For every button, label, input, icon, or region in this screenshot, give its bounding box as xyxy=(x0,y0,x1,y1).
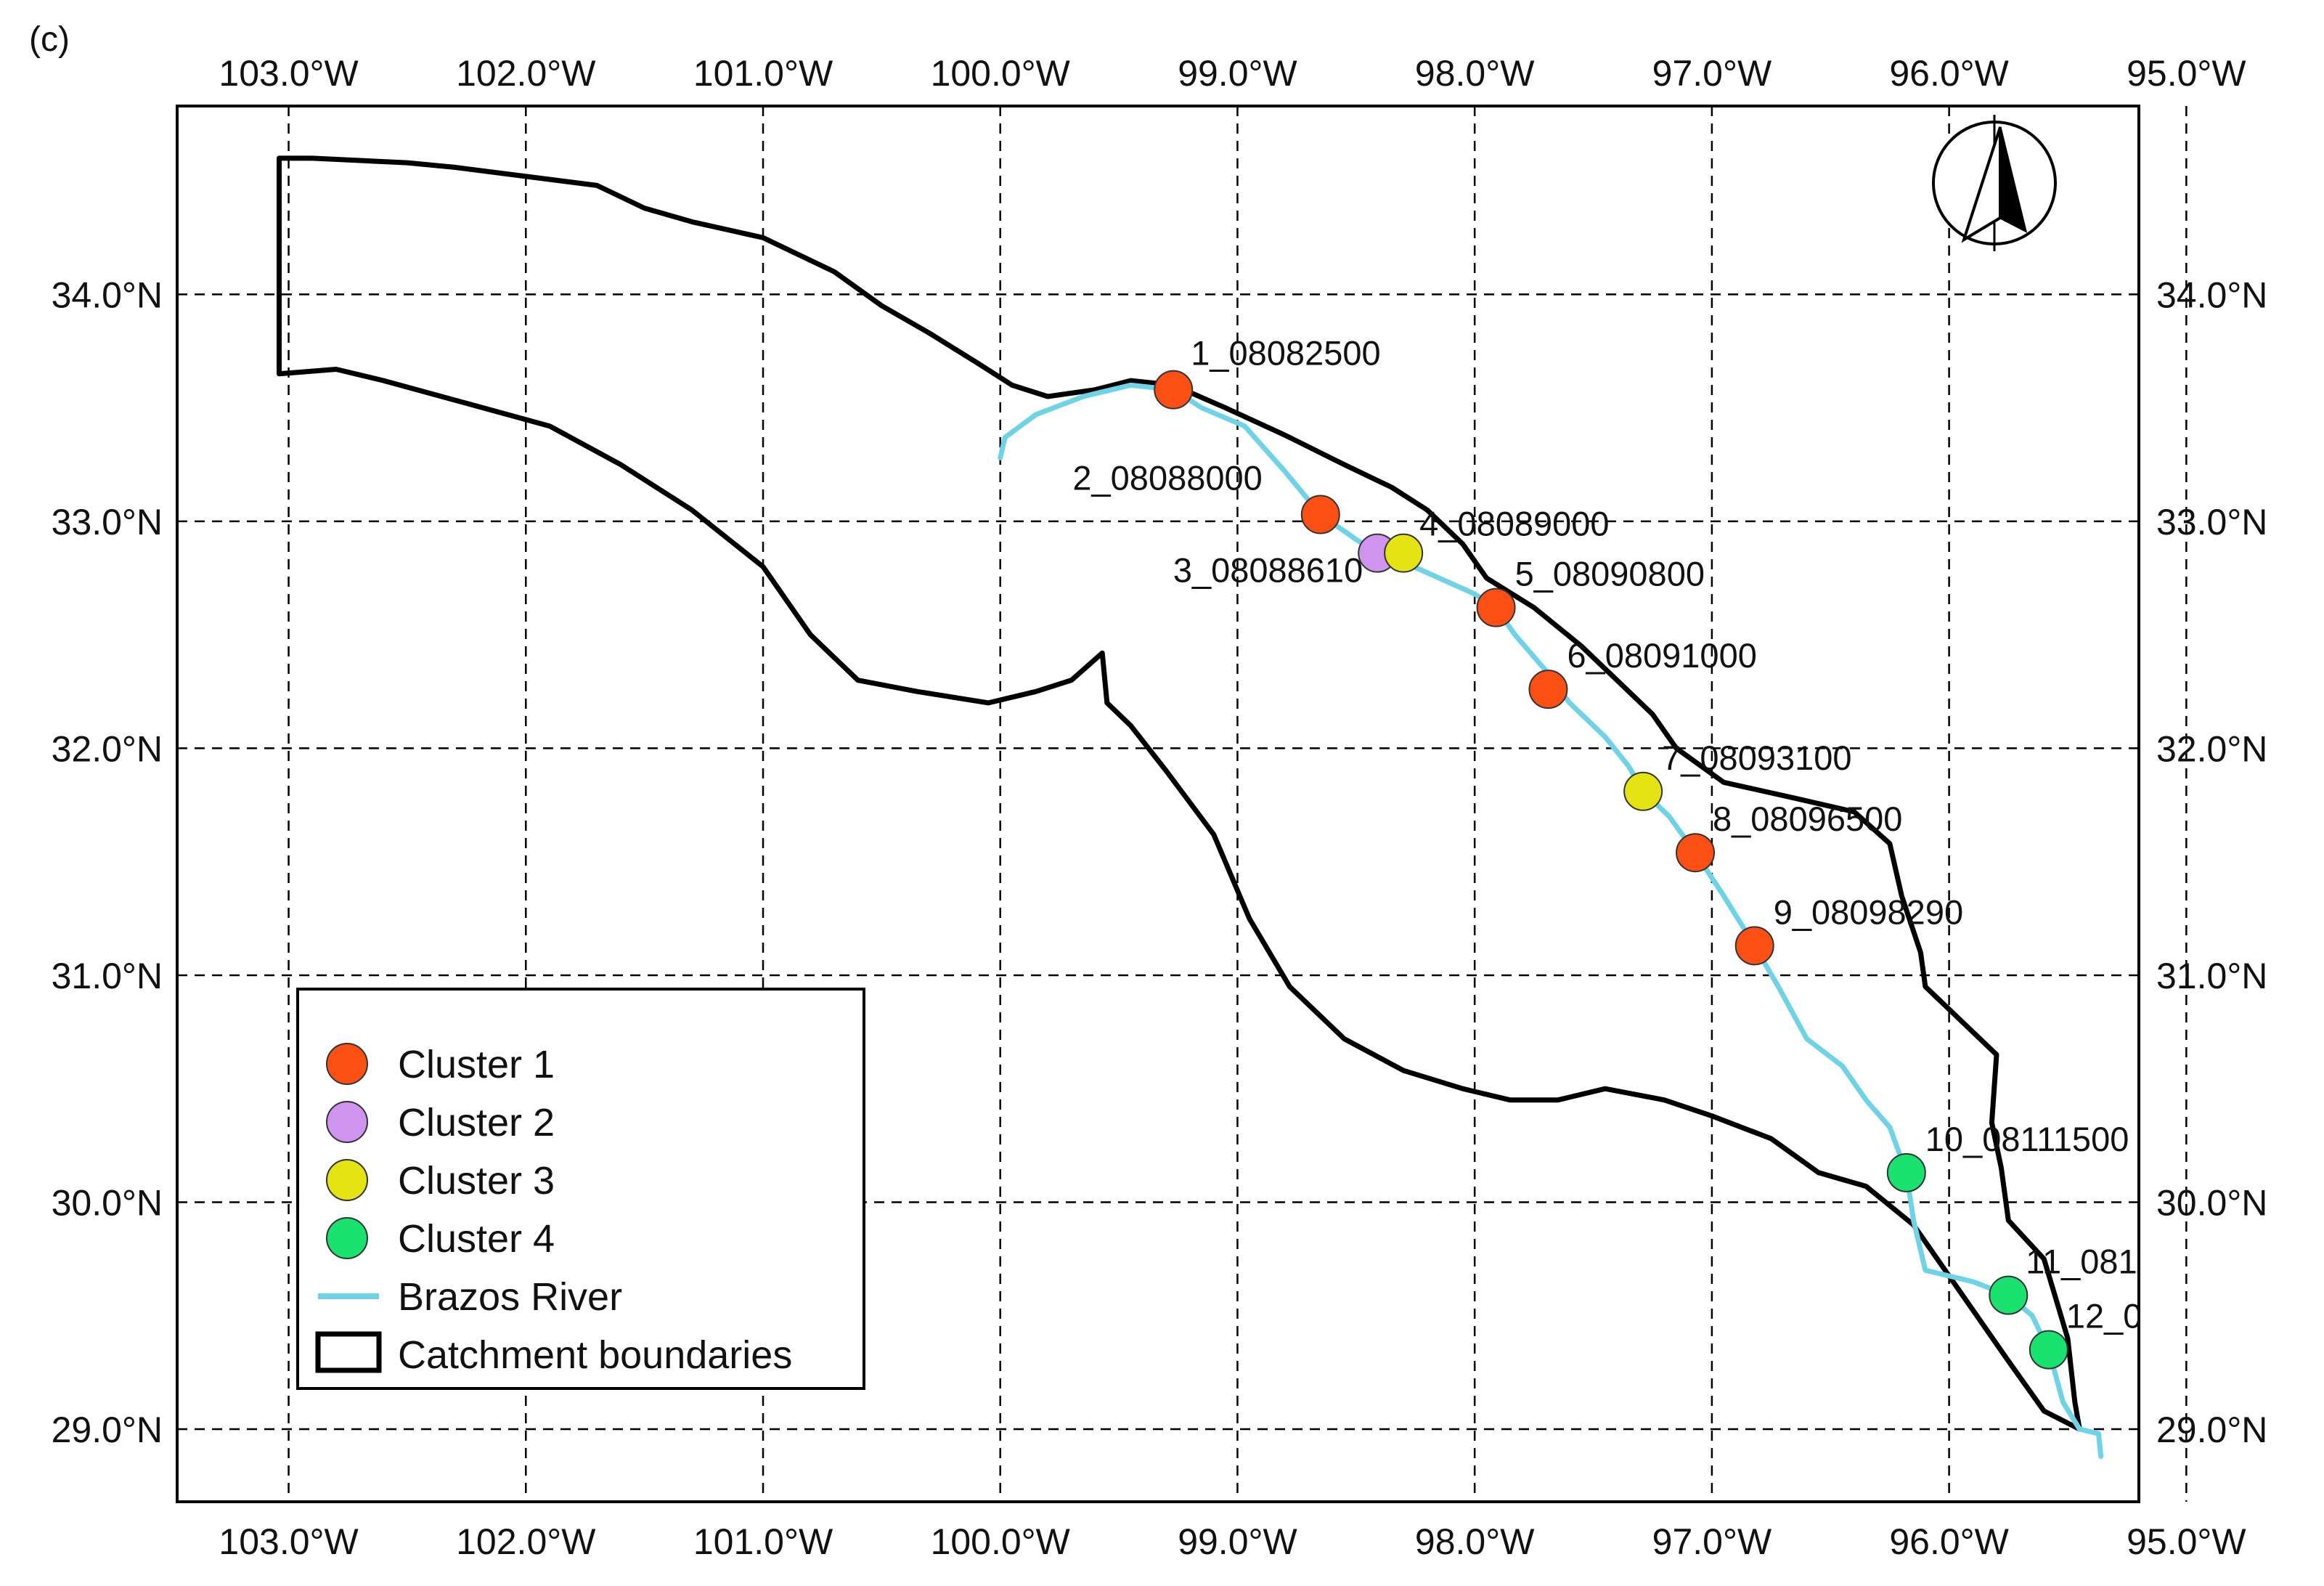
legend-label-5: Brazos River xyxy=(398,1275,622,1319)
legend: Cluster 1 Cluster 2 Cluster 3 Cluster 4 Braz… xyxy=(296,988,865,1390)
lat-tick-left-1: 33.0°N xyxy=(52,502,163,542)
lon-tick-top-2: 101.0°W xyxy=(693,53,833,94)
station-label-8: 8_08096500 xyxy=(1713,800,1902,838)
station-label-7: 7_08093100 xyxy=(1662,739,1851,777)
station-marker-12 xyxy=(2029,1330,2068,1370)
lat-tick-right-3: 31.0°N xyxy=(2156,956,2267,996)
station-marker-7 xyxy=(1623,771,1663,811)
lat-tick-left-0: 34.0°N xyxy=(52,274,163,315)
lon-tick-bottom-2: 101.0°W xyxy=(693,1521,833,1562)
axis-tick-labels: 103.0°W 103.0°W 102.0°W 102.0°W 101.0°W 101.0… xyxy=(52,53,2268,1562)
lon-tick-top-0: 103.0°W xyxy=(219,53,359,94)
lon-tick-bottom-0: 103.0°W xyxy=(219,1521,359,1562)
legend-box xyxy=(296,988,865,1390)
lon-tick-top-5: 98.0°W xyxy=(1415,53,1535,94)
legend-marker-3 xyxy=(326,1159,368,1201)
lon-tick-top-6: 97.0°W xyxy=(1652,53,1772,94)
lon-tick-top-8: 95.0°W xyxy=(2127,53,2246,94)
lat-tick-right-4: 30.0°N xyxy=(2156,1182,2267,1223)
lon-tick-bottom-6: 97.0°W xyxy=(1652,1521,1772,1562)
legend-marker-2 xyxy=(326,1101,368,1143)
panel-label: (c) xyxy=(29,20,70,59)
station-marker-8 xyxy=(1676,833,1716,873)
station-label-12: 12_08116650 xyxy=(2066,1297,2272,1335)
lat-tick-left-2: 32.0°N xyxy=(52,728,163,769)
north-arrow-icon xyxy=(1932,115,2057,251)
catchment-boundary-layer xyxy=(277,155,2082,1432)
lon-tick-bottom-5: 98.0°W xyxy=(1415,1521,1535,1562)
lat-tick-right-5: 29.0°N xyxy=(2156,1410,2267,1450)
station-marker-10 xyxy=(1886,1152,1926,1192)
station-marker-5 xyxy=(1476,587,1516,627)
station-marker-6 xyxy=(1528,670,1568,709)
station-label-3: 3_08088610 xyxy=(1173,551,1363,590)
lat-tick-left-5: 29.0°N xyxy=(52,1410,163,1450)
lon-tick-top-1: 102.0°W xyxy=(456,53,596,94)
lon-tick-top-4: 99.0°W xyxy=(1178,53,1297,94)
legend-label-6: Catchment boundaries xyxy=(398,1333,792,1377)
legend-label-1: Cluster 1 xyxy=(398,1043,555,1086)
station-marker-2 xyxy=(1300,495,1340,534)
legend-marker-4 xyxy=(326,1217,368,1259)
catchment-boundary xyxy=(277,155,2082,1432)
station-marker-11 xyxy=(1989,1275,2029,1315)
station-label-5: 5_08090800 xyxy=(1515,555,1705,593)
graticule xyxy=(176,105,2188,1503)
station-markers: 1_08082500 2_08088000 3_08088610 4_08089000… xyxy=(1072,334,2272,1370)
legend-marker-1 xyxy=(326,1043,368,1085)
station-label-2: 2_08088000 xyxy=(1072,459,1262,497)
station-marker-9 xyxy=(1734,926,1774,966)
lon-tick-bottom-7: 96.0°W xyxy=(1889,1521,2009,1562)
station-label-9: 9_08098290 xyxy=(1774,892,1963,931)
legend-label-3: Cluster 3 xyxy=(398,1159,555,1203)
lon-tick-top-7: 96.0°W xyxy=(1889,53,2009,94)
station-label-10: 10_08111500 xyxy=(1925,1120,2129,1158)
station-marker-4 xyxy=(1384,533,1424,573)
lon-tick-bottom-3: 100.0°W xyxy=(931,1521,1071,1562)
lon-tick-bottom-1: 102.0°W xyxy=(456,1521,596,1562)
station-marker-1 xyxy=(1154,370,1194,410)
lat-tick-right-0: 34.0°N xyxy=(2156,274,2267,315)
lat-tick-left-3: 31.0°N xyxy=(52,956,163,996)
lon-tick-bottom-4: 99.0°W xyxy=(1178,1521,1297,1562)
lat-tick-left-4: 30.0°N xyxy=(52,1182,163,1223)
legend-label-2: Cluster 2 xyxy=(398,1101,555,1144)
map-frame xyxy=(176,105,2140,1503)
legend-label-4: Cluster 4 xyxy=(398,1217,555,1261)
lat-tick-right-1: 33.0°N xyxy=(2156,502,2267,542)
lon-tick-bottom-8: 95.0°W xyxy=(2127,1521,2246,1562)
legend-boundary-swatch xyxy=(315,1331,382,1373)
lat-tick-right-2: 32.0°N xyxy=(2156,728,2267,769)
station-label-6: 6_08091000 xyxy=(1567,636,1756,675)
station-label-11: 11_08114000 xyxy=(2026,1243,2230,1281)
station-label-1: 1_08082500 xyxy=(1191,334,1380,373)
station-label-4: 4_08089000 xyxy=(1419,505,1609,543)
lon-tick-top-3: 100.0°W xyxy=(931,53,1071,94)
